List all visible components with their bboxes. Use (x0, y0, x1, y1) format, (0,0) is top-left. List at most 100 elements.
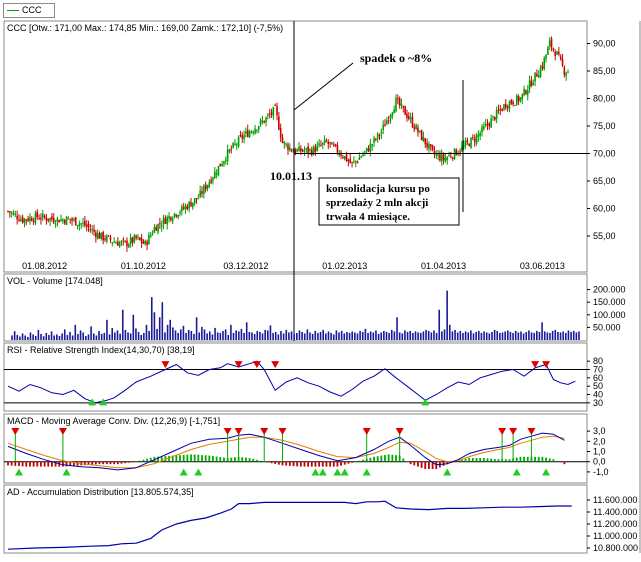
candle-body (127, 244, 130, 248)
candle-body (364, 151, 366, 153)
macd-hist-bar (120, 461, 123, 464)
volume-bar (448, 324, 451, 340)
candle-body (263, 120, 266, 123)
volume-bar (309, 332, 311, 340)
candle-body (528, 80, 531, 90)
candle-body (256, 129, 258, 131)
candle-body (371, 144, 373, 146)
candle-body (563, 67, 566, 75)
candle-body (199, 190, 201, 197)
candle-body (440, 154, 443, 162)
candle-body (84, 220, 86, 226)
macd-hist-bar (504, 459, 507, 462)
macd-hist-bar (493, 458, 496, 462)
rsi-sell-marker (531, 361, 540, 369)
candle-body (104, 238, 106, 240)
candle-body (47, 218, 50, 221)
volume-bar (327, 331, 330, 340)
candle-body (477, 134, 480, 137)
candle-body (184, 206, 187, 210)
macd-hist-bar (83, 461, 86, 466)
candle-body (510, 99, 513, 104)
macd-hist-bar (556, 460, 558, 462)
candle-body (285, 143, 287, 145)
candle-body (311, 149, 313, 155)
volume-bar (517, 332, 520, 340)
volume-bar (390, 329, 393, 340)
macd-hist-bar (87, 461, 90, 465)
candle-body (389, 115, 392, 119)
candle-body (514, 104, 516, 106)
candle-body (323, 139, 326, 144)
macd-hist-bar (94, 461, 97, 465)
candle-body (309, 149, 311, 151)
candle-body (539, 67, 542, 77)
candle-body (448, 155, 450, 157)
macd-hist-bar (563, 461, 566, 465)
volume-bar (71, 335, 74, 340)
macd-hist-bar (303, 461, 306, 467)
candle-body (261, 120, 264, 122)
volume-bar (108, 334, 111, 340)
volume-bar (446, 290, 448, 340)
macd-hist-bar (460, 459, 463, 462)
rsi-sell-marker (161, 361, 170, 369)
candle-body (294, 149, 297, 154)
volume-bar (240, 328, 243, 340)
candle-body (171, 218, 174, 222)
candle-body (508, 101, 511, 110)
volume-bar (56, 334, 58, 340)
candle-body (250, 131, 253, 133)
volume-bar (557, 331, 559, 340)
macd-buy-marker (14, 468, 23, 476)
candle-body (175, 214, 178, 217)
volume-bar (148, 330, 150, 340)
volume-bar (512, 332, 514, 340)
volume-bar (174, 330, 177, 340)
candle-body (243, 135, 245, 140)
volume-bar (491, 331, 493, 340)
candle-body (353, 161, 355, 163)
volume-bar (161, 302, 164, 340)
macd-hist-bar (318, 461, 321, 467)
candle-body (515, 95, 518, 105)
volume-bar (219, 332, 222, 340)
panel-frame-3 (3, 413, 588, 484)
candle-body (466, 140, 469, 143)
panel-frame-4 (3, 484, 588, 554)
ad-ytick-label: 10.800.000 (593, 543, 638, 553)
macd-hist-bar (310, 461, 313, 467)
candle-body (367, 148, 370, 152)
volume-bar (470, 330, 472, 340)
volume-bar (549, 332, 551, 340)
macd-hist-bar (160, 456, 163, 462)
macd-hist-bar (336, 461, 339, 467)
volume-bar (251, 332, 253, 340)
macd-hist-bar (164, 456, 167, 462)
volume-bar (499, 332, 501, 340)
macd-hist-bar (288, 461, 291, 466)
macd-hist-bar (25, 461, 28, 467)
volume-bar (504, 331, 506, 340)
candle-body (523, 88, 525, 96)
candle-body (98, 233, 101, 239)
macd-hist-bar (351, 461, 353, 463)
volume-bar (42, 336, 45, 340)
macd-hist-bar (201, 455, 203, 462)
volume-bar (346, 331, 348, 340)
candle-body (226, 149, 229, 162)
candle-body (206, 185, 209, 189)
candle-body (395, 97, 397, 112)
candle-body (52, 218, 55, 223)
macd-hist-bar (490, 458, 493, 462)
volume-bar (383, 330, 385, 340)
macd-sell-marker (58, 428, 67, 436)
panel-frame-0 (3, 20, 588, 273)
volume-bar (92, 333, 95, 340)
candle-body (490, 118, 492, 128)
candle-body (547, 47, 549, 55)
candle-body (461, 146, 463, 151)
volume-bar (132, 314, 135, 340)
macd-hist-bar (358, 460, 361, 462)
macd-hist-bar (417, 461, 419, 467)
